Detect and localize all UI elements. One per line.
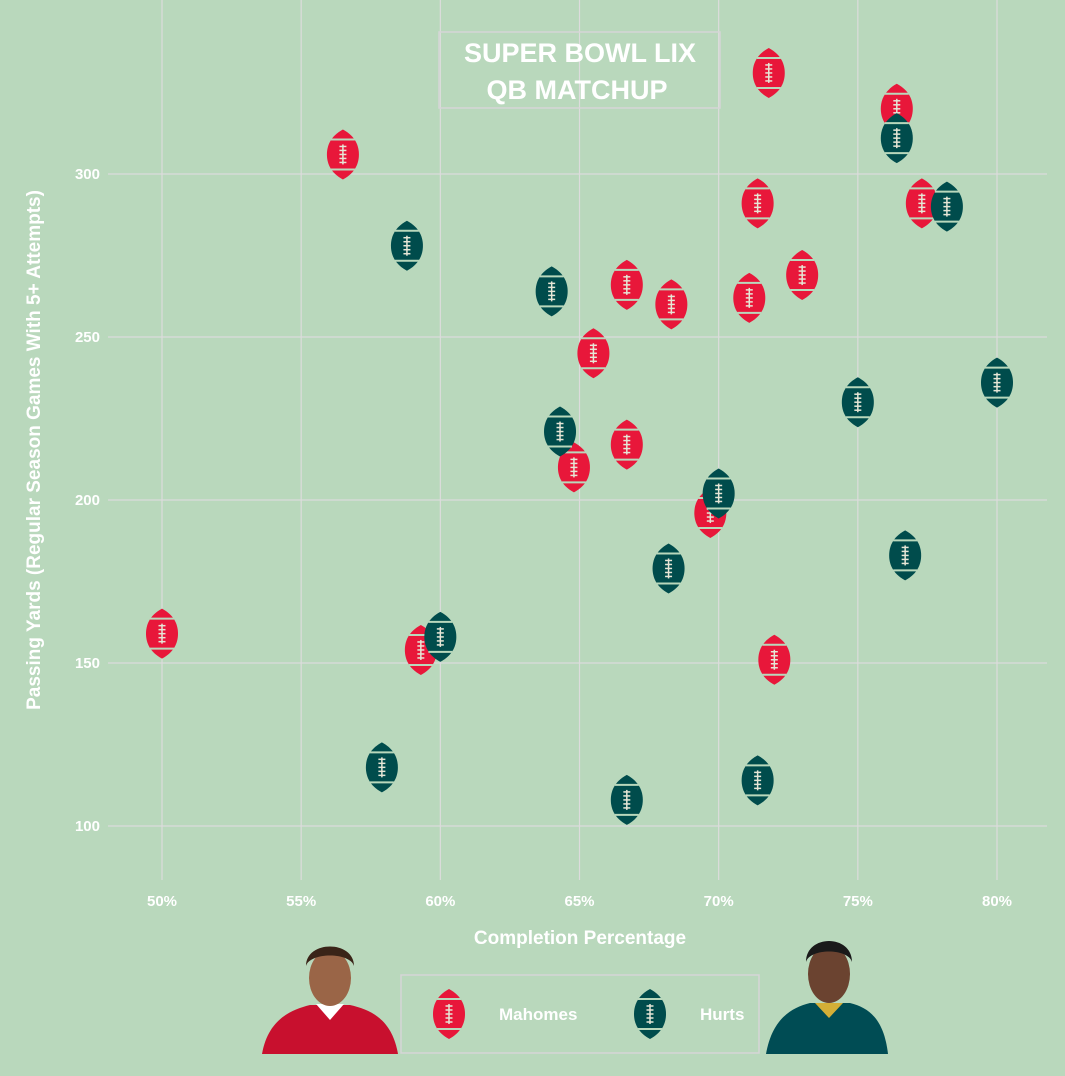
hurts-point <box>652 543 685 594</box>
mahomes-point <box>733 272 766 323</box>
title-line-2: QB MATCHUP <box>487 75 668 105</box>
mahomes-point <box>752 47 785 98</box>
x-axis-label: Completion Percentage <box>474 928 686 949</box>
mahomes-point <box>758 634 791 685</box>
hurts-point <box>841 377 874 428</box>
x-tick-label: 50% <box>147 893 177 910</box>
x-tick-label: 75% <box>843 893 873 910</box>
hurts-legend-icon <box>634 989 666 1039</box>
hurts-point <box>535 266 568 317</box>
legend-label-mahomes: Mahomes <box>499 1005 577 1024</box>
mahomes-point <box>905 178 938 229</box>
mahomes-legend-icon <box>433 989 465 1039</box>
x-tick-label: 60% <box>425 893 455 910</box>
mahomes-point <box>326 129 359 180</box>
hurts-point <box>889 530 922 581</box>
grid <box>108 0 1047 880</box>
hurts-point <box>880 113 913 164</box>
title-box: SUPER BOWL LIX QB MATCHUP <box>438 31 721 109</box>
y-tick-label: 100 <box>75 818 100 835</box>
y-axis-label: Passing Yards (Regular Season Games With… <box>24 190 45 710</box>
mahomes-point <box>610 259 643 310</box>
hurts-point <box>930 181 963 232</box>
x-tick-label: 70% <box>704 893 734 910</box>
mahomes-point <box>610 419 643 470</box>
hurts-point <box>610 774 643 825</box>
mahomes-point <box>146 608 178 659</box>
y-tick-label: 150 <box>75 655 100 672</box>
y-tick-labels: 100 150 200 250 300 <box>75 166 100 835</box>
hurts-point <box>544 406 577 457</box>
hurts-point <box>390 220 423 271</box>
mahomes-point <box>786 250 819 301</box>
data-points <box>146 47 1013 825</box>
x-tick-label: 55% <box>286 893 316 910</box>
y-tick-label: 300 <box>75 166 100 183</box>
mahomes-point <box>655 279 688 330</box>
hurts-point <box>702 468 735 519</box>
x-tick-label: 80% <box>982 893 1012 910</box>
x-tick-labels: 50% 55% 60% 65% 70% 75% 80% <box>147 893 1012 910</box>
mahomes-point <box>557 442 590 493</box>
y-tick-label: 250 <box>75 329 100 346</box>
y-tick-label: 200 <box>75 492 100 509</box>
legend-label-hurts: Hurts <box>700 1005 744 1024</box>
hurts-photo <box>766 941 888 1054</box>
hurts-point <box>424 611 457 662</box>
mahomes-point <box>577 328 610 379</box>
mahomes-point <box>741 178 774 229</box>
legend: Mahomes Hurts <box>400 974 760 1054</box>
hurts-point <box>981 357 1013 408</box>
hurts-point <box>741 755 774 806</box>
mahomes-photo <box>262 946 398 1054</box>
title-line-1: SUPER BOWL LIX <box>464 38 696 68</box>
hurts-point <box>365 742 398 793</box>
x-tick-label: 65% <box>564 893 594 910</box>
